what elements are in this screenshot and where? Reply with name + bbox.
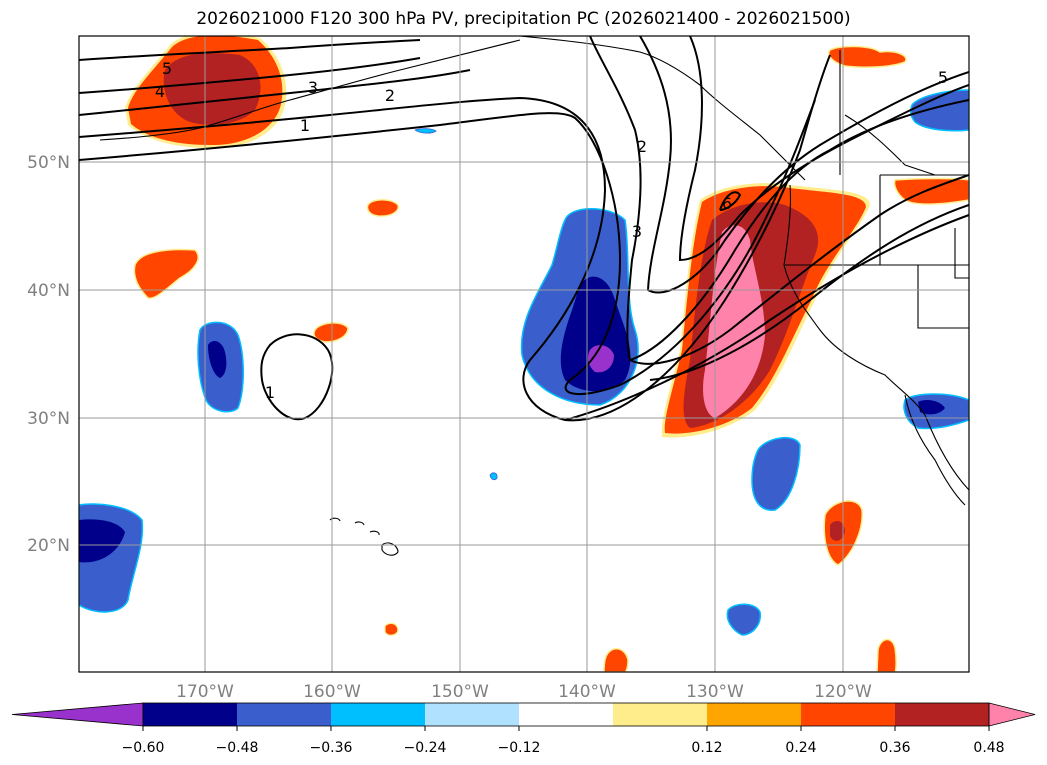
colorbar-box [895, 703, 990, 726]
negative-anomaly-sw [79, 503, 144, 613]
positive-anomaly-west [133, 248, 199, 299]
precip-shading [79, 36, 969, 672]
negative-anomaly-ne [910, 89, 969, 132]
negative-anomaly-se [903, 393, 969, 430]
contour-label-3: 3 [308, 78, 318, 97]
lat-labels: 50°N 40°N 30°N 20°N [27, 153, 70, 556]
pv-contours [79, 36, 969, 422]
lat-label-50n: 50°N [27, 153, 70, 173]
colorbar-box [707, 703, 802, 726]
contour-label-3b: 3 [632, 222, 642, 241]
lat-label-30n: 30°N [27, 409, 70, 429]
gridlines [79, 36, 969, 672]
colorbar-tick-label: −0.60 [122, 740, 165, 756]
colorbar-tick-label: −0.12 [498, 740, 541, 756]
contour-label-5b: 5 [938, 68, 948, 87]
contour-label-6: 6 [722, 194, 732, 213]
contour-label-5: 5 [162, 59, 172, 78]
plot-frame [78, 35, 970, 673]
colorbar-extend-high [988, 702, 1036, 727]
lon-label-130w: 130°W [686, 682, 744, 702]
hawaii-islands [329, 517, 399, 556]
colorbar-box [425, 703, 520, 726]
lon-labels: 170°W 160°W 150°W 140°W 130°W 120°W [176, 682, 872, 702]
colorbar-tick-label: −0.48 [216, 740, 259, 756]
colorbar [11, 702, 1036, 727]
negative-anomaly-tiny2 [489, 472, 498, 481]
contour-label-4: 4 [155, 82, 165, 101]
colorbar-tick-label: −0.24 [404, 740, 447, 756]
contour-label-2: 2 [385, 86, 395, 105]
contour-labels: 5 4 3 2 1 2 3 1 5 6 [155, 59, 948, 402]
negative-anomaly-tiny [414, 128, 437, 134]
colorbar-tick-label: 0.36 [879, 740, 910, 756]
colorbar-box [613, 703, 708, 726]
lon-label-170w: 170°W [176, 682, 234, 702]
colorbar-frame [142, 702, 990, 727]
positive-anomaly-bottom-right [876, 638, 897, 672]
colorbar-box [519, 703, 614, 726]
colorbar-box [237, 703, 332, 726]
contour-label-1: 1 [300, 116, 310, 135]
lon-label-150w: 150°W [431, 682, 489, 702]
positive-anomaly-tiny [384, 622, 399, 636]
positive-anomaly-small [366, 199, 399, 217]
colorbar-extend-low [11, 702, 144, 727]
negative-anomaly-central [520, 208, 639, 406]
negative-anomaly-small [726, 603, 761, 636]
colorbar-tick-label: 0.24 [785, 740, 816, 756]
colorbar-labels: −0.60 −0.48 −0.36 −0.24 −0.12 0.12 0.24 0.36 0.4… [122, 726, 1005, 756]
colorbar-tick-label: −0.36 [310, 740, 353, 756]
lat-label-20n: 20°N [27, 536, 70, 556]
contour-label-2b: 2 [637, 137, 647, 156]
colorbar-tick-label: 0.48 [973, 740, 1004, 756]
lat-label-40n: 40°N [27, 281, 70, 301]
positive-anomaly-ne [828, 45, 907, 68]
lon-label-120w: 120°W [814, 682, 872, 702]
negative-anomaly-west [197, 321, 244, 413]
colorbar-box [143, 703, 238, 726]
contour-label-1b: 1 [265, 383, 275, 402]
colorbar-tick-label: 0.12 [691, 740, 722, 756]
map-title: 2026021000 F120 300 hPa PV, precipitatio… [196, 9, 851, 29]
lon-label-140w: 140°W [558, 682, 616, 702]
colorbar-box [801, 703, 896, 726]
positive-anomaly-bottom [603, 648, 629, 672]
colorbar-box [331, 703, 426, 726]
lon-label-160w: 160°W [303, 682, 361, 702]
negative-anomaly-south [751, 436, 801, 511]
